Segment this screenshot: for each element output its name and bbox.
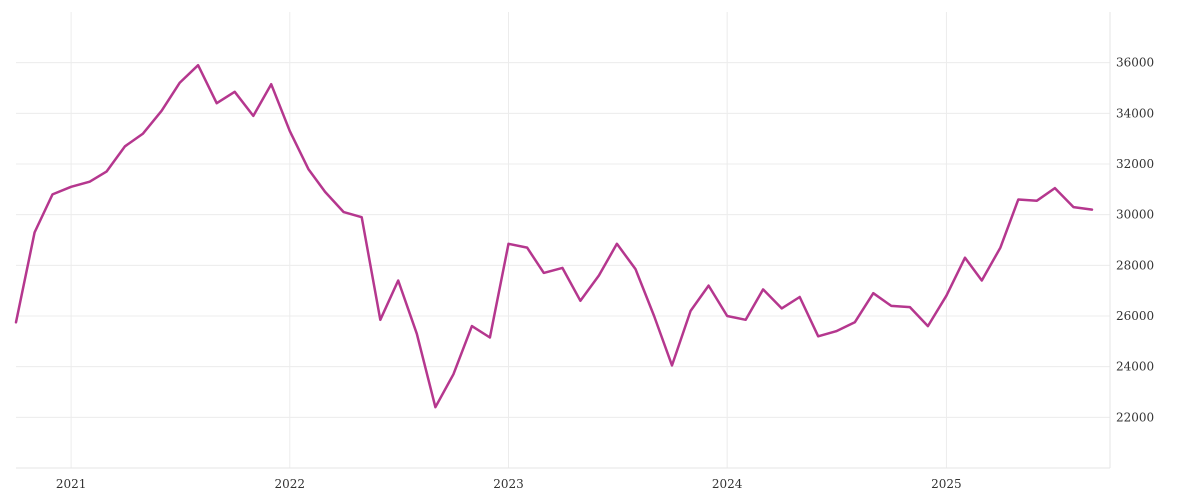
y-tick-label: 26000	[1116, 309, 1154, 323]
x-tick-label: 2024	[712, 477, 743, 491]
x-tick-label: 2022	[275, 477, 306, 491]
axes	[16, 12, 1111, 469]
y-tick-label: 32000	[1116, 157, 1154, 171]
tick-labels: 22000 24000 26000 28000 30000 32000 34000 36000…	[56, 56, 1154, 491]
y-tick-label: 30000	[1116, 208, 1154, 222]
series-line-0	[14, 63, 1094, 409]
y-tick-label: 28000	[1116, 258, 1154, 272]
x-tick-label: 2025	[931, 477, 962, 491]
series-layer	[14, 63, 1094, 409]
x-tick-label: 2021	[56, 477, 87, 491]
y-tick-label: 22000	[1116, 410, 1154, 424]
y-tick-label: 34000	[1116, 106, 1154, 120]
y-tick-label: 36000	[1116, 56, 1154, 70]
y-tick-label: 24000	[1116, 360, 1154, 374]
x-tick-label: 2023	[493, 477, 524, 491]
grid	[16, 12, 1110, 468]
